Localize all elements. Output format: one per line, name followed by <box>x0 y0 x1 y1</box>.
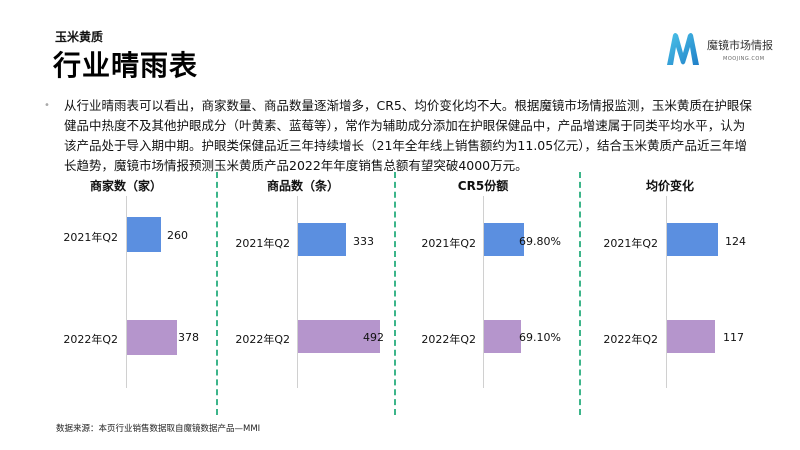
value-label: 69.10% <box>519 331 561 344</box>
chart-title: 商家数（家） <box>89 179 162 193</box>
bar-2022 <box>127 320 177 355</box>
summary-paragraph: 从行业晴雨表可以看出，商家数量、商品数量逐渐增多，CR5、均价变化均不大。根据魔… <box>64 98 752 173</box>
bar-2022 <box>298 320 380 353</box>
value-label: 260 <box>167 229 188 242</box>
bar-2021 <box>127 217 161 252</box>
category-label: 2022年Q2 <box>235 333 290 346</box>
chart-axis <box>483 196 484 388</box>
bar-2022 <box>667 320 715 353</box>
bullet-icon: • <box>44 100 50 111</box>
bar-2022 <box>484 320 521 353</box>
value-label: 333 <box>353 235 374 248</box>
moojing-m-logo-icon <box>667 33 699 65</box>
bar-2021 <box>298 223 346 256</box>
chart-separator <box>394 172 396 415</box>
chart-axis <box>297 196 298 388</box>
bar-2021 <box>667 223 718 256</box>
logo-url: MOOJING.COM <box>723 56 765 62</box>
category-label: 2021年Q2 <box>63 231 118 244</box>
category-label: 2022年Q2 <box>63 333 118 346</box>
brand-logo: 魔镜市场情报 MOOJING.COM <box>663 31 783 67</box>
value-label: 124 <box>725 235 746 248</box>
bar-2021 <box>484 223 524 256</box>
value-label: 117 <box>723 331 744 344</box>
value-label: 378 <box>178 331 199 344</box>
data-source-note: 数据来源：本页行业销售数据取自魔镜数据产品—MMI <box>56 424 261 434</box>
value-label: 69.80% <box>519 235 561 248</box>
category-label: 2022年Q2 <box>421 333 476 346</box>
logo-name: 魔镜市场情报 <box>707 39 773 52</box>
chart-title: 均价变化 <box>645 179 694 193</box>
chart-separator <box>216 172 218 415</box>
page-subtitle: 玉米黄质 <box>55 30 104 44</box>
category-label: 2021年Q2 <box>235 237 290 250</box>
chart-title: CR5份额 <box>457 179 509 193</box>
category-label: 2022年Q2 <box>603 333 658 346</box>
category-label: 2021年Q2 <box>421 237 476 250</box>
chart-separator <box>579 172 581 415</box>
value-label: 492 <box>363 331 384 344</box>
chart-axis <box>666 196 667 388</box>
page-title: 行业晴雨表 <box>53 49 199 82</box>
chart-axis <box>126 196 127 388</box>
category-label: 2021年Q2 <box>603 237 658 250</box>
chart-title: 商品数（条） <box>266 179 339 193</box>
